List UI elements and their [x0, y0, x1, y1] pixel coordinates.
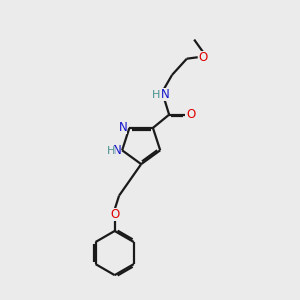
Text: H: H [107, 146, 115, 156]
Text: O: O [187, 108, 196, 121]
Text: N: N [112, 144, 121, 158]
Text: N: N [118, 121, 127, 134]
Text: N: N [161, 88, 170, 101]
Text: H: H [152, 90, 160, 100]
Text: O: O [110, 208, 119, 221]
Text: O: O [198, 51, 208, 64]
